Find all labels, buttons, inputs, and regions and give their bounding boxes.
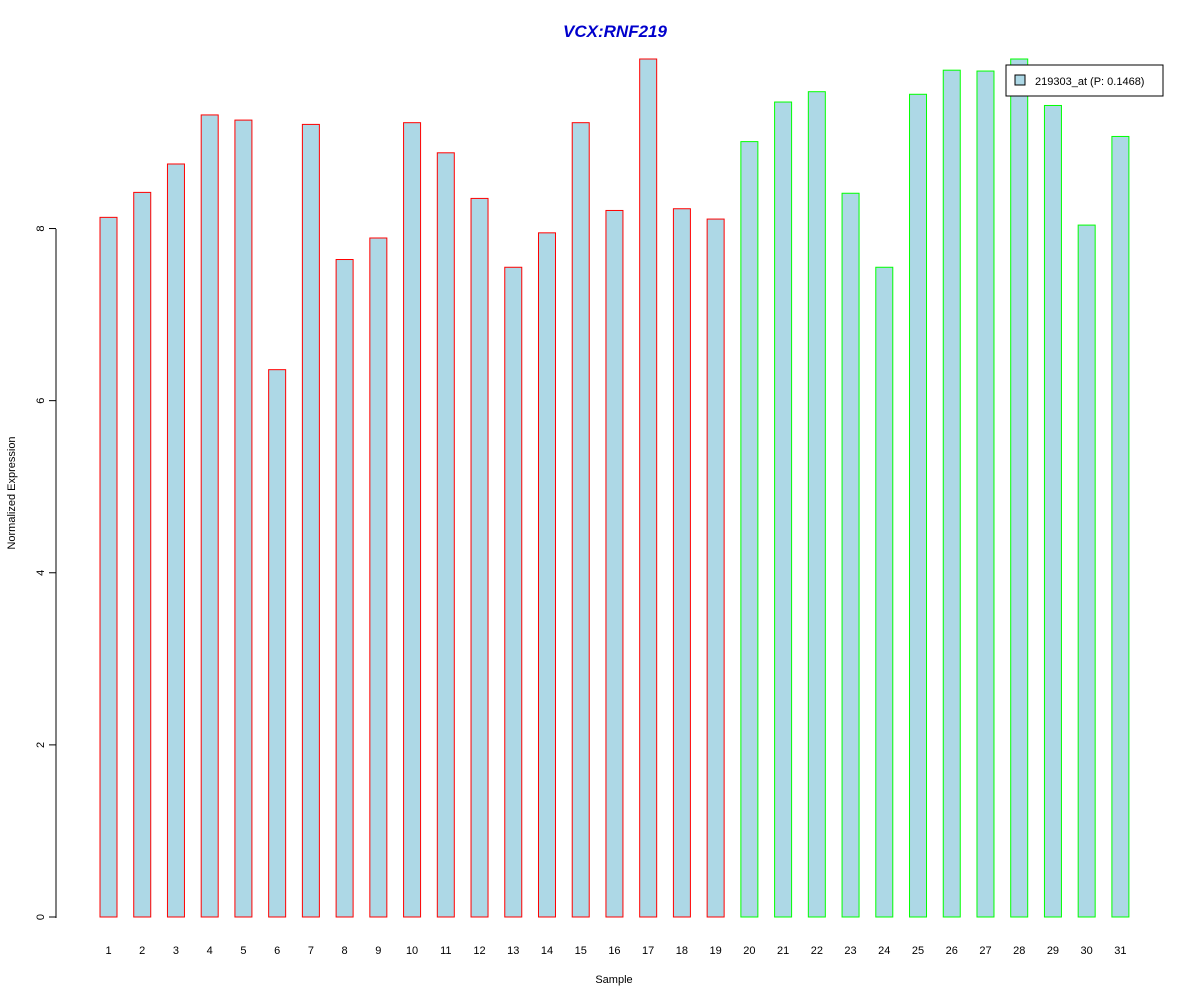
bar-sample-10 xyxy=(403,122,422,918)
bar-sample-4 xyxy=(200,114,219,918)
bar-sample-31 xyxy=(1111,135,1130,918)
bars xyxy=(99,58,1130,918)
bar-sample-28 xyxy=(1010,58,1029,918)
bar-sample-6 xyxy=(268,369,287,918)
bar-sample-8 xyxy=(335,259,354,918)
x-tick-label: 6 xyxy=(274,945,280,957)
bar-sample-11 xyxy=(436,152,455,918)
bar-sample-15 xyxy=(571,122,590,918)
x-tick-label: 21 xyxy=(777,945,789,957)
x-tick-label: 15 xyxy=(575,945,587,957)
x-tick-label: 13 xyxy=(507,945,519,957)
legend-swatch xyxy=(1014,74,1026,86)
y-tick-label: 4 xyxy=(35,570,47,576)
x-tick-label: 16 xyxy=(608,945,620,957)
bar-sample-16 xyxy=(605,209,624,918)
x-tick-label: 3 xyxy=(173,945,179,957)
x-tick-label: 1 xyxy=(105,945,111,957)
legend-label: 219303_at (P: 0.1468) xyxy=(1035,76,1144,88)
bar-sample-17 xyxy=(639,58,658,918)
x-tick-label: 26 xyxy=(946,945,958,957)
legend-box xyxy=(1005,64,1164,97)
x-tick-label: 5 xyxy=(240,945,246,957)
bar-sample-22 xyxy=(807,91,826,918)
x-tick-label: 7 xyxy=(308,945,314,957)
bar-sample-19 xyxy=(706,218,725,918)
bar-sample-1 xyxy=(99,216,118,918)
bar-sample-12 xyxy=(470,197,489,918)
bar-sample-21 xyxy=(774,101,793,918)
bar-sample-27 xyxy=(976,70,995,918)
x-tick-label: 11 xyxy=(440,945,451,957)
bar-sample-23 xyxy=(841,192,860,918)
y-tick-label: 0 xyxy=(35,914,47,920)
x-tick-label: 28 xyxy=(1013,945,1025,957)
x-tick-label: 20 xyxy=(743,945,755,957)
x-tick-label: 8 xyxy=(342,945,348,957)
bar-sample-18 xyxy=(672,208,691,918)
x-tick-label: 14 xyxy=(541,945,553,957)
y-axis-label: Normalized Expression xyxy=(6,436,18,549)
x-tick-label: 12 xyxy=(473,945,485,957)
x-tick-label: 17 xyxy=(642,945,654,957)
bar-sample-20 xyxy=(740,141,759,918)
x-tick-label: 19 xyxy=(710,945,722,957)
bar-sample-30 xyxy=(1077,224,1096,918)
x-tick-label: 2 xyxy=(139,945,145,957)
x-tick-label: 4 xyxy=(207,945,213,957)
chart-title: VCX:RNF219 xyxy=(563,22,667,41)
x-tick-label: 10 xyxy=(406,945,418,957)
x-axis-label: Sample xyxy=(595,974,632,986)
bar-sample-24 xyxy=(875,266,894,918)
x-tick-label: 29 xyxy=(1047,945,1059,957)
y-axis: 0 2 4 6 8 xyxy=(35,225,56,920)
bar-sample-3 xyxy=(166,163,185,918)
bar-sample-13 xyxy=(504,266,523,918)
legend: 219303_at (P: 0.1468) xyxy=(1005,64,1164,97)
bar-sample-9 xyxy=(369,237,388,918)
bar-sample-29 xyxy=(1043,104,1062,918)
bar-sample-7 xyxy=(301,123,320,918)
x-tick-label: 25 xyxy=(912,945,924,957)
x-tick-label: 18 xyxy=(676,945,688,957)
x-tick-label: 27 xyxy=(979,945,991,957)
y-tick-label: 8 xyxy=(35,225,47,231)
bar-sample-14 xyxy=(537,232,556,918)
x-tick-label: 31 xyxy=(1114,945,1126,957)
x-tick-label: 24 xyxy=(878,945,890,957)
bar-sample-26 xyxy=(942,69,961,918)
x-tick-label: 22 xyxy=(811,945,823,957)
bar-sample-25 xyxy=(909,93,928,918)
y-tick-label: 2 xyxy=(35,742,47,748)
x-tick-label: 30 xyxy=(1081,945,1093,957)
x-tick-label: 23 xyxy=(844,945,856,957)
bar-sample-5 xyxy=(234,119,253,918)
bar-sample-2 xyxy=(133,191,152,918)
x-tick-label: 9 xyxy=(375,945,381,957)
y-tick-label: 6 xyxy=(35,398,47,404)
x-tick-labels: 1 2 3 4 5 6 7 8 9 10 11 12 13 14 15 16 17 18 19 20 21 22 23 24 2… xyxy=(105,945,1126,957)
